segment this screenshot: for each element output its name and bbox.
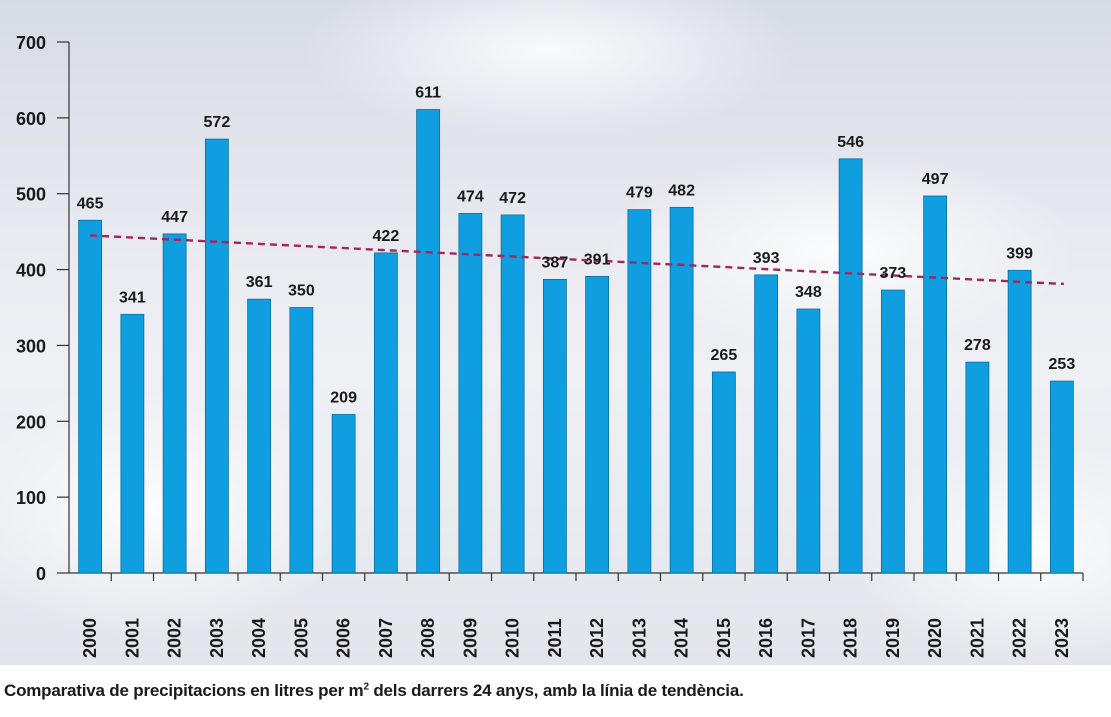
data-label: 361: [246, 274, 273, 291]
x-tick-label: 2011: [545, 618, 565, 657]
data-label: 572: [204, 114, 231, 131]
bar: [162, 233, 187, 574]
data-label: 387: [542, 254, 569, 271]
bar: [78, 219, 103, 574]
bar: [711, 371, 736, 574]
chart-background: 0 100 200 300 400 500 600 700 465 341 447 572 361 350…: [0, 0, 1111, 665]
data-label: 253: [1049, 356, 1076, 373]
y-tick-label: 100: [16, 488, 46, 508]
bar: [373, 252, 398, 574]
bar: [289, 307, 314, 574]
x-tick-label: 2008: [418, 618, 438, 658]
data-label: 209: [330, 389, 357, 406]
y-tick-label: 400: [16, 261, 46, 281]
caption-text: Comparativa de precipitacions en litres …: [4, 681, 364, 700]
data-label: 265: [711, 347, 738, 364]
bar: [247, 298, 272, 574]
data-label: 348: [795, 284, 822, 301]
bar: [627, 209, 652, 574]
data-label: 472: [499, 190, 526, 207]
bar: [500, 214, 525, 574]
x-tick-label: 2006: [334, 618, 354, 658]
x-tick-label: 2020: [925, 618, 945, 658]
chart-caption: Comparativa de precipitacions en litres …: [4, 681, 744, 701]
bar: [416, 109, 441, 574]
data-label: 497: [922, 171, 949, 188]
data-label: 474: [457, 188, 484, 205]
bar: [204, 138, 229, 574]
x-tick-label: 2021: [967, 618, 987, 658]
data-label: 546: [837, 134, 864, 151]
data-label: 399: [1006, 245, 1033, 262]
x-tick-label: 2001: [122, 618, 142, 658]
data-label: 422: [373, 228, 400, 245]
x-tick-label: 2010: [503, 618, 523, 658]
caption-superscript: 2: [363, 681, 369, 693]
x-tick-label: 2009: [460, 618, 480, 658]
data-label: 350: [288, 283, 315, 300]
data-label: 278: [964, 337, 991, 354]
data-label: 341: [119, 289, 146, 306]
y-tick-label: 700: [16, 33, 46, 53]
x-tick-label: 2000: [80, 618, 100, 658]
data-label: 465: [77, 195, 104, 212]
bar: [1007, 269, 1032, 574]
x-tick-label: 2002: [165, 618, 185, 658]
bar: [585, 275, 610, 574]
x-tick-label: 2016: [756, 618, 776, 658]
data-label: 611: [415, 85, 441, 102]
x-tick-label: 2013: [629, 618, 649, 658]
x-tick-label: 2017: [798, 618, 818, 658]
x-tick-label: 2015: [714, 618, 734, 658]
caption-text-end: dels darrers 24 anys, amb la línia de te…: [368, 681, 744, 700]
bar: [1049, 380, 1074, 574]
x-tick-label: 2018: [841, 618, 861, 658]
bar: [120, 313, 145, 574]
bar: [838, 158, 863, 574]
data-label: 373: [880, 265, 907, 282]
bar: [331, 414, 356, 574]
bar: [458, 213, 483, 574]
x-tick-label: 2005: [291, 618, 311, 658]
trend-line: [90, 234, 1064, 286]
x-tick-label: 2004: [249, 618, 269, 658]
y-tick-label: 200: [16, 412, 46, 432]
x-tick-label: 2022: [1010, 618, 1030, 658]
y-tick-label: 0: [36, 564, 46, 584]
x-tick-label: 2007: [376, 618, 396, 658]
bar: [542, 279, 567, 574]
data-label: 447: [161, 209, 188, 226]
bar: [965, 361, 990, 574]
data-label: 479: [626, 185, 653, 202]
data-label: 391: [584, 251, 611, 268]
y-tick-label: 300: [16, 336, 46, 356]
x-tick-label: 2019: [883, 618, 903, 658]
x-tick-label: 2014: [672, 618, 692, 658]
data-label: 393: [753, 250, 780, 267]
bar: [923, 195, 948, 574]
y-tick-label: 600: [16, 109, 46, 129]
x-tick-label: 2012: [587, 618, 607, 658]
x-tick-label: 2003: [207, 618, 227, 658]
precipitation-bar-chart: 0 100 200 300 400 500 600 700 465 341 447 572 361 350…: [16, 33, 1084, 658]
y-tick-label: 500: [16, 185, 46, 205]
x-tick-label: 2023: [1052, 618, 1072, 658]
data-label: 482: [668, 182, 695, 199]
bar: [754, 274, 779, 574]
bar: [880, 289, 905, 574]
bar: [669, 206, 694, 574]
bar: [796, 308, 821, 574]
